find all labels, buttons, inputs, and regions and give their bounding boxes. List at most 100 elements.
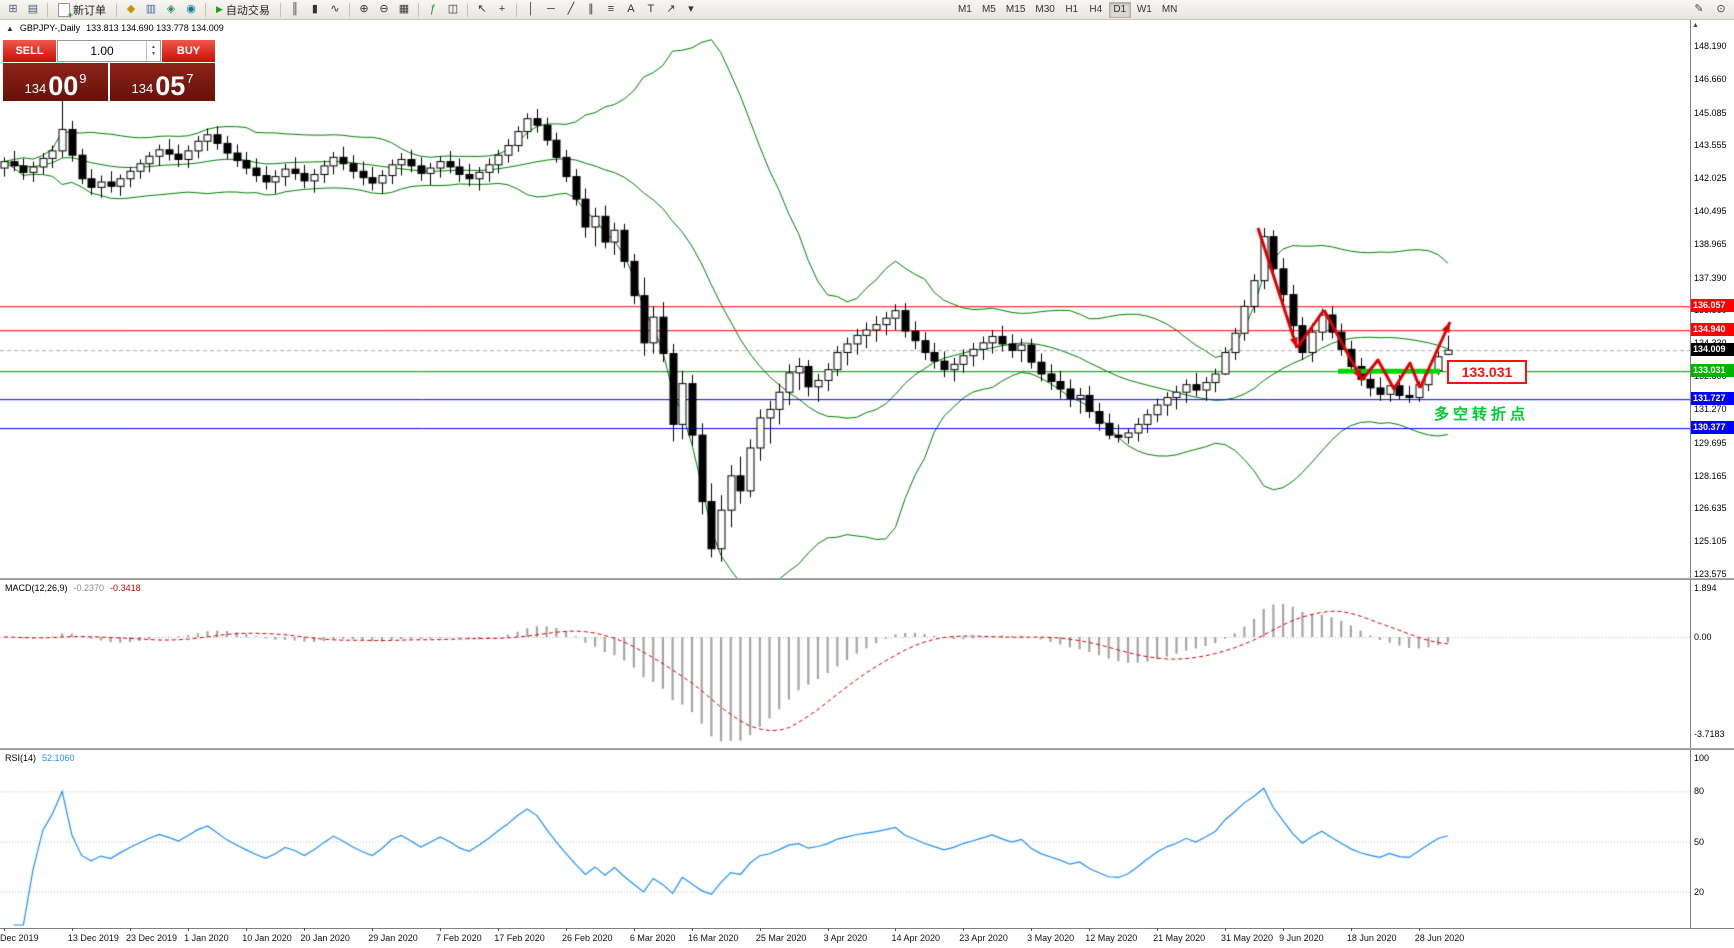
date-axis-label: 28 Jun 2020	[1414, 933, 1465, 943]
volume-value[interactable]: 1.00	[90, 44, 114, 58]
new-order-button-label: 新订单	[73, 4, 106, 17]
horizontal-line-icon[interactable]: ─	[547, 3, 555, 15]
timeframe-button-mn[interactable]: MN	[1161, 4, 1178, 15]
channel-icon[interactable]: ∥	[588, 3, 594, 15]
search-icon[interactable]: ⊙	[1716, 3, 1726, 15]
trendline-icon[interactable]: ╱	[567, 3, 575, 15]
candlestick-icon[interactable]: ▮	[311, 3, 318, 15]
date-axis-label: 26 Feb 2020	[562, 933, 613, 943]
sell-price-display[interactable]: 134 00 9	[3, 63, 108, 101]
date-axis-label: 12 May 2020	[1085, 933, 1138, 943]
price-tick-label: 129.695	[1694, 437, 1727, 448]
price-tick-label: 137.390	[1694, 272, 1727, 283]
price-axis-line	[1690, 20, 1691, 928]
sell-button[interactable]: SELL	[3, 40, 56, 62]
rsi-canvas[interactable]	[0, 750, 1690, 928]
date-axis-label: Dec 2019	[0, 933, 39, 943]
navigator-icon[interactable]: ◈	[166, 3, 176, 15]
new-order-button[interactable]: + 新订单	[53, 2, 111, 20]
date-axis-tick	[246, 928, 248, 931]
new-chart-icon[interactable]: ⊞	[8, 3, 18, 15]
data-window-icon[interactable]: ▥	[145, 3, 157, 15]
bar-chart-icon[interactable]: ║	[291, 3, 299, 15]
autotrading-button-label: 自动交易	[225, 4, 270, 17]
indicators-icon[interactable]: ƒ	[429, 3, 436, 15]
toolbar-separator	[348, 2, 350, 17]
terminal-icon[interactable]: ◉	[186, 3, 196, 15]
date-axis-line	[0, 928, 1734, 929]
profiles-icon[interactable]: ▤	[27, 3, 39, 15]
timeframe-button-h1[interactable]: H1	[1065, 4, 1079, 15]
zoom-out-icon[interactable]: ⊖	[379, 3, 389, 15]
volume-input[interactable]: 1.00 ▲ ▼	[57, 40, 161, 62]
sell-price-sup: 9	[79, 71, 87, 86]
timeframe-button-w1[interactable]: W1	[1136, 4, 1152, 15]
volume-spinner[interactable]: ▲ ▼	[146, 41, 160, 61]
buy-price-display[interactable]: 134 05 7	[110, 63, 215, 101]
macd-axis-label: -3.7183	[1694, 728, 1725, 739]
dropdown-icon[interactable]: ▾	[688, 3, 694, 15]
crosshair-icon[interactable]: +	[498, 3, 506, 15]
chart-shift-marker[interactable]: ▲	[1692, 22, 1699, 29]
date-axis-tick	[304, 928, 306, 931]
vertical-line-icon[interactable]: │	[527, 3, 535, 15]
arrows-icon[interactable]: ↗	[666, 3, 676, 15]
text-label-icon[interactable]: T	[647, 3, 655, 15]
cursor-icon[interactable]: ↖	[477, 3, 487, 15]
macd-signal-value: -0.3418	[110, 583, 141, 593]
timeframe-button-m30[interactable]: M30	[1035, 4, 1055, 15]
timeframe-button-m1[interactable]: M1	[957, 4, 972, 15]
macd-axis-label: 1.894	[1694, 582, 1717, 593]
tile-windows-icon[interactable]: ▦	[398, 3, 410, 15]
date-axis-label: 18 Jun 2020	[1346, 933, 1397, 943]
date-axis-label: 9 Jun 2020	[1279, 933, 1324, 943]
spin-down-icon[interactable]: ▼	[151, 51, 156, 57]
rsi-axis-label: 20	[1694, 886, 1705, 897]
new-order-doc-icon: +	[58, 2, 73, 20]
buy-button[interactable]: BUY	[162, 40, 215, 62]
line-chart-icon[interactable]: ∿	[330, 3, 340, 15]
timeframe-button-m15[interactable]: M15	[1005, 4, 1026, 15]
price-tick-label: 125.105	[1694, 536, 1727, 547]
price-tick-label: 131.270	[1694, 403, 1727, 414]
rsi-axis-label: 100	[1694, 753, 1710, 763]
chart-ohlc-values: 133.813 134.690 133.778 134.009	[86, 23, 224, 33]
autotrading-button[interactable]: ▶ 自动交易	[211, 2, 275, 18]
one-click-toggle-icon[interactable]: ▲	[6, 23, 14, 33]
date-axis-tick	[1157, 928, 1159, 931]
timeframe-button-h4[interactable]: H4	[1089, 4, 1103, 15]
date-axis-tick	[1224, 928, 1226, 931]
timeframe-button-m5[interactable]: M5	[981, 4, 996, 15]
pane-separator[interactable]	[0, 748, 1734, 750]
price-tick-label: 148.190	[1694, 41, 1727, 51]
rsi-name: RSI(14)	[5, 753, 37, 763]
macd-canvas[interactable]	[0, 580, 1690, 748]
market-watch-icon[interactable]: ◆	[126, 3, 136, 15]
text-icon[interactable]: A	[627, 3, 635, 15]
date-axis-label: 21 May 2020	[1153, 933, 1206, 943]
level-price-badge: 131.727	[1690, 392, 1734, 406]
date-axis-tick	[440, 928, 442, 931]
pane-separator[interactable]	[0, 578, 1734, 580]
edit-icon[interactable]: ✎	[1694, 3, 1704, 15]
fibonacci-icon[interactable]: ≡	[607, 3, 615, 15]
main-chart-canvas[interactable]	[0, 20, 1690, 578]
turning-point-annotation[interactable]: 多空转折点	[1434, 406, 1530, 423]
zoom-in-icon[interactable]: ⊕	[359, 3, 369, 15]
date-axis-tick	[71, 928, 73, 931]
price-tick-label: 126.635	[1694, 503, 1727, 514]
buy-price-big: 05	[155, 71, 186, 102]
macd-axis-label: 0.00	[1694, 632, 1712, 642]
date-axis-tick	[372, 928, 374, 931]
date-axis-label: 13 Dec 2019	[67, 933, 119, 943]
date-axis-tick	[129, 928, 131, 931]
toolbar: ⊞ ▤ + 新订单 ◆ ▥ ◈ ◉ ▶ 自动交易 ║ ▮ ∿ ⊕ ⊖ ▦ ƒ ◫ ↖ + │ ─ ╱ ∥ ≡ A T ↗ ▾ M1 M5 M1…	[0, 0, 1734, 20]
spin-up-icon[interactable]: ▲	[151, 44, 156, 50]
price-tick-label: 142.025	[1694, 173, 1727, 184]
timeframe-button-d1[interactable]: D1	[1108, 1, 1131, 18]
support-level-label[interactable]: 133.031	[1447, 360, 1527, 384]
date-axis-tick	[498, 928, 500, 931]
price-tick-label: 140.495	[1694, 206, 1727, 217]
level-price-badge: 133.031	[1690, 364, 1734, 378]
objects-icon[interactable]: ◫	[447, 3, 459, 15]
